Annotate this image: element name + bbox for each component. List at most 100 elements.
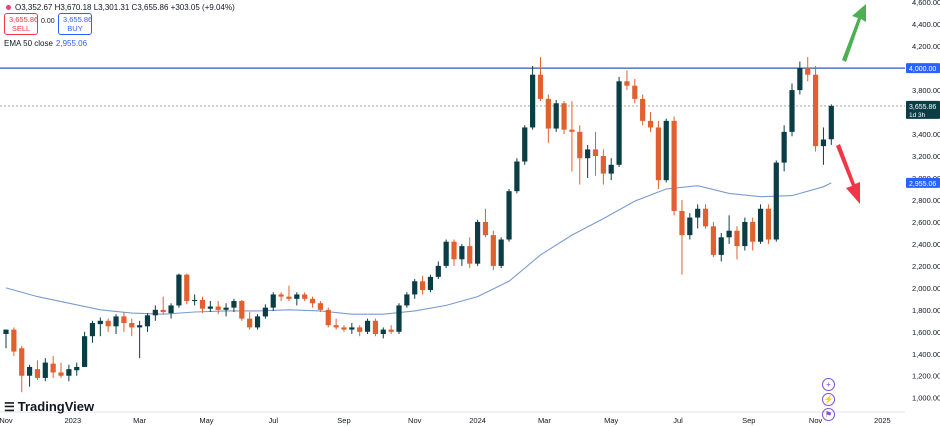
candle [278,292,284,302]
candle [97,317,103,337]
candle [443,239,449,269]
candle-body [419,281,426,291]
candle-body [655,127,661,181]
candle [388,325,394,334]
candle [419,275,426,295]
candle [475,219,481,266]
candle [616,76,622,167]
candle-body [364,320,371,332]
candle-body [671,120,677,211]
candle-body [647,120,654,128]
candle [270,292,276,311]
candle [89,320,96,343]
plus-icon[interactable]: + [822,378,835,391]
candle-body [19,348,25,376]
candle [805,57,811,82]
candle-body [773,162,779,240]
candle-body [435,265,441,277]
candle [286,285,292,302]
candle [309,296,316,308]
candle [687,213,693,240]
time-tick-label: May [199,416,213,425]
candle-body [176,274,182,306]
time-tick-label: Sep [742,416,755,425]
candle [74,362,80,376]
candle-body [537,74,544,99]
candle-body [388,329,394,332]
candle [624,70,630,91]
candle [215,301,221,315]
buy-price: 3,655.86 [63,15,93,24]
candle [247,312,253,330]
candle-body [781,131,787,163]
candle-body [805,68,811,75]
time-tick-label: Nov [0,416,13,425]
candle [239,299,245,321]
candle [695,204,701,229]
ohlc-readout: O3,352.67 H3,670.18 L3,301.31 C3,655.86 … [6,3,235,12]
candle-body [412,281,418,295]
candle [482,208,489,238]
ema-label: EMA 50 close [4,39,53,48]
candle [710,221,716,258]
candle-body [490,235,496,266]
candle [34,360,41,381]
candle [655,120,661,189]
candle [129,318,135,337]
down-arrow [836,144,860,204]
candle-body [592,149,599,157]
candle [349,323,355,334]
candle-body [160,309,166,313]
candle [325,307,331,328]
candle [160,296,166,315]
candle-body [797,68,803,91]
candles-layer [3,57,834,393]
level-label: 3,655.86 [909,104,936,111]
candle [561,101,567,135]
candle-body [616,81,622,165]
ema-legend[interactable]: EMA 50 close 2,955.06 [4,39,87,48]
annotation-arrows [836,4,866,204]
candle [184,273,190,305]
candle-body [113,316,119,327]
price-tick-label: 4,600.00 [912,0,940,7]
flag-icon[interactable]: ⚑ [822,408,835,421]
buy-button[interactable]: 3,655.86 BUY [58,13,92,35]
candle-body [168,305,174,314]
candle-body [569,129,575,132]
price-tick-label: 4,200.00 [912,42,940,51]
candle-body [820,139,827,147]
price-tick-label: 3,200.00 [912,152,940,161]
candle [608,158,614,181]
ema-value: 2,955.06 [55,39,88,48]
candle [333,318,339,330]
candle [514,158,520,194]
candle [317,301,323,313]
candle-body [687,217,693,236]
level-badge [906,63,940,74]
ema-layer [5,182,832,315]
candle [192,294,198,306]
time-tick-label: Nov [809,416,823,425]
candle [262,304,268,319]
candle-body [427,276,434,291]
sell-button[interactable]: 3,655.86 SELL [4,13,38,35]
candle-body [640,98,646,121]
up-arrow [842,4,866,62]
lightning-icon[interactable]: ⚡ [822,393,835,406]
candle [702,204,709,229]
price-tick-label: 1,600.00 [912,328,940,337]
price-tick-label: 1,200.00 [912,372,940,381]
candle [302,292,308,302]
candle-body [247,318,253,328]
candle [577,125,583,185]
time-tick-label: 2023 [64,416,81,425]
candle [569,101,575,172]
candle-body [215,306,221,310]
candle [750,217,756,251]
candle [600,149,606,185]
candle [66,364,72,382]
candle-body [309,298,316,304]
candle-body [184,274,190,302]
